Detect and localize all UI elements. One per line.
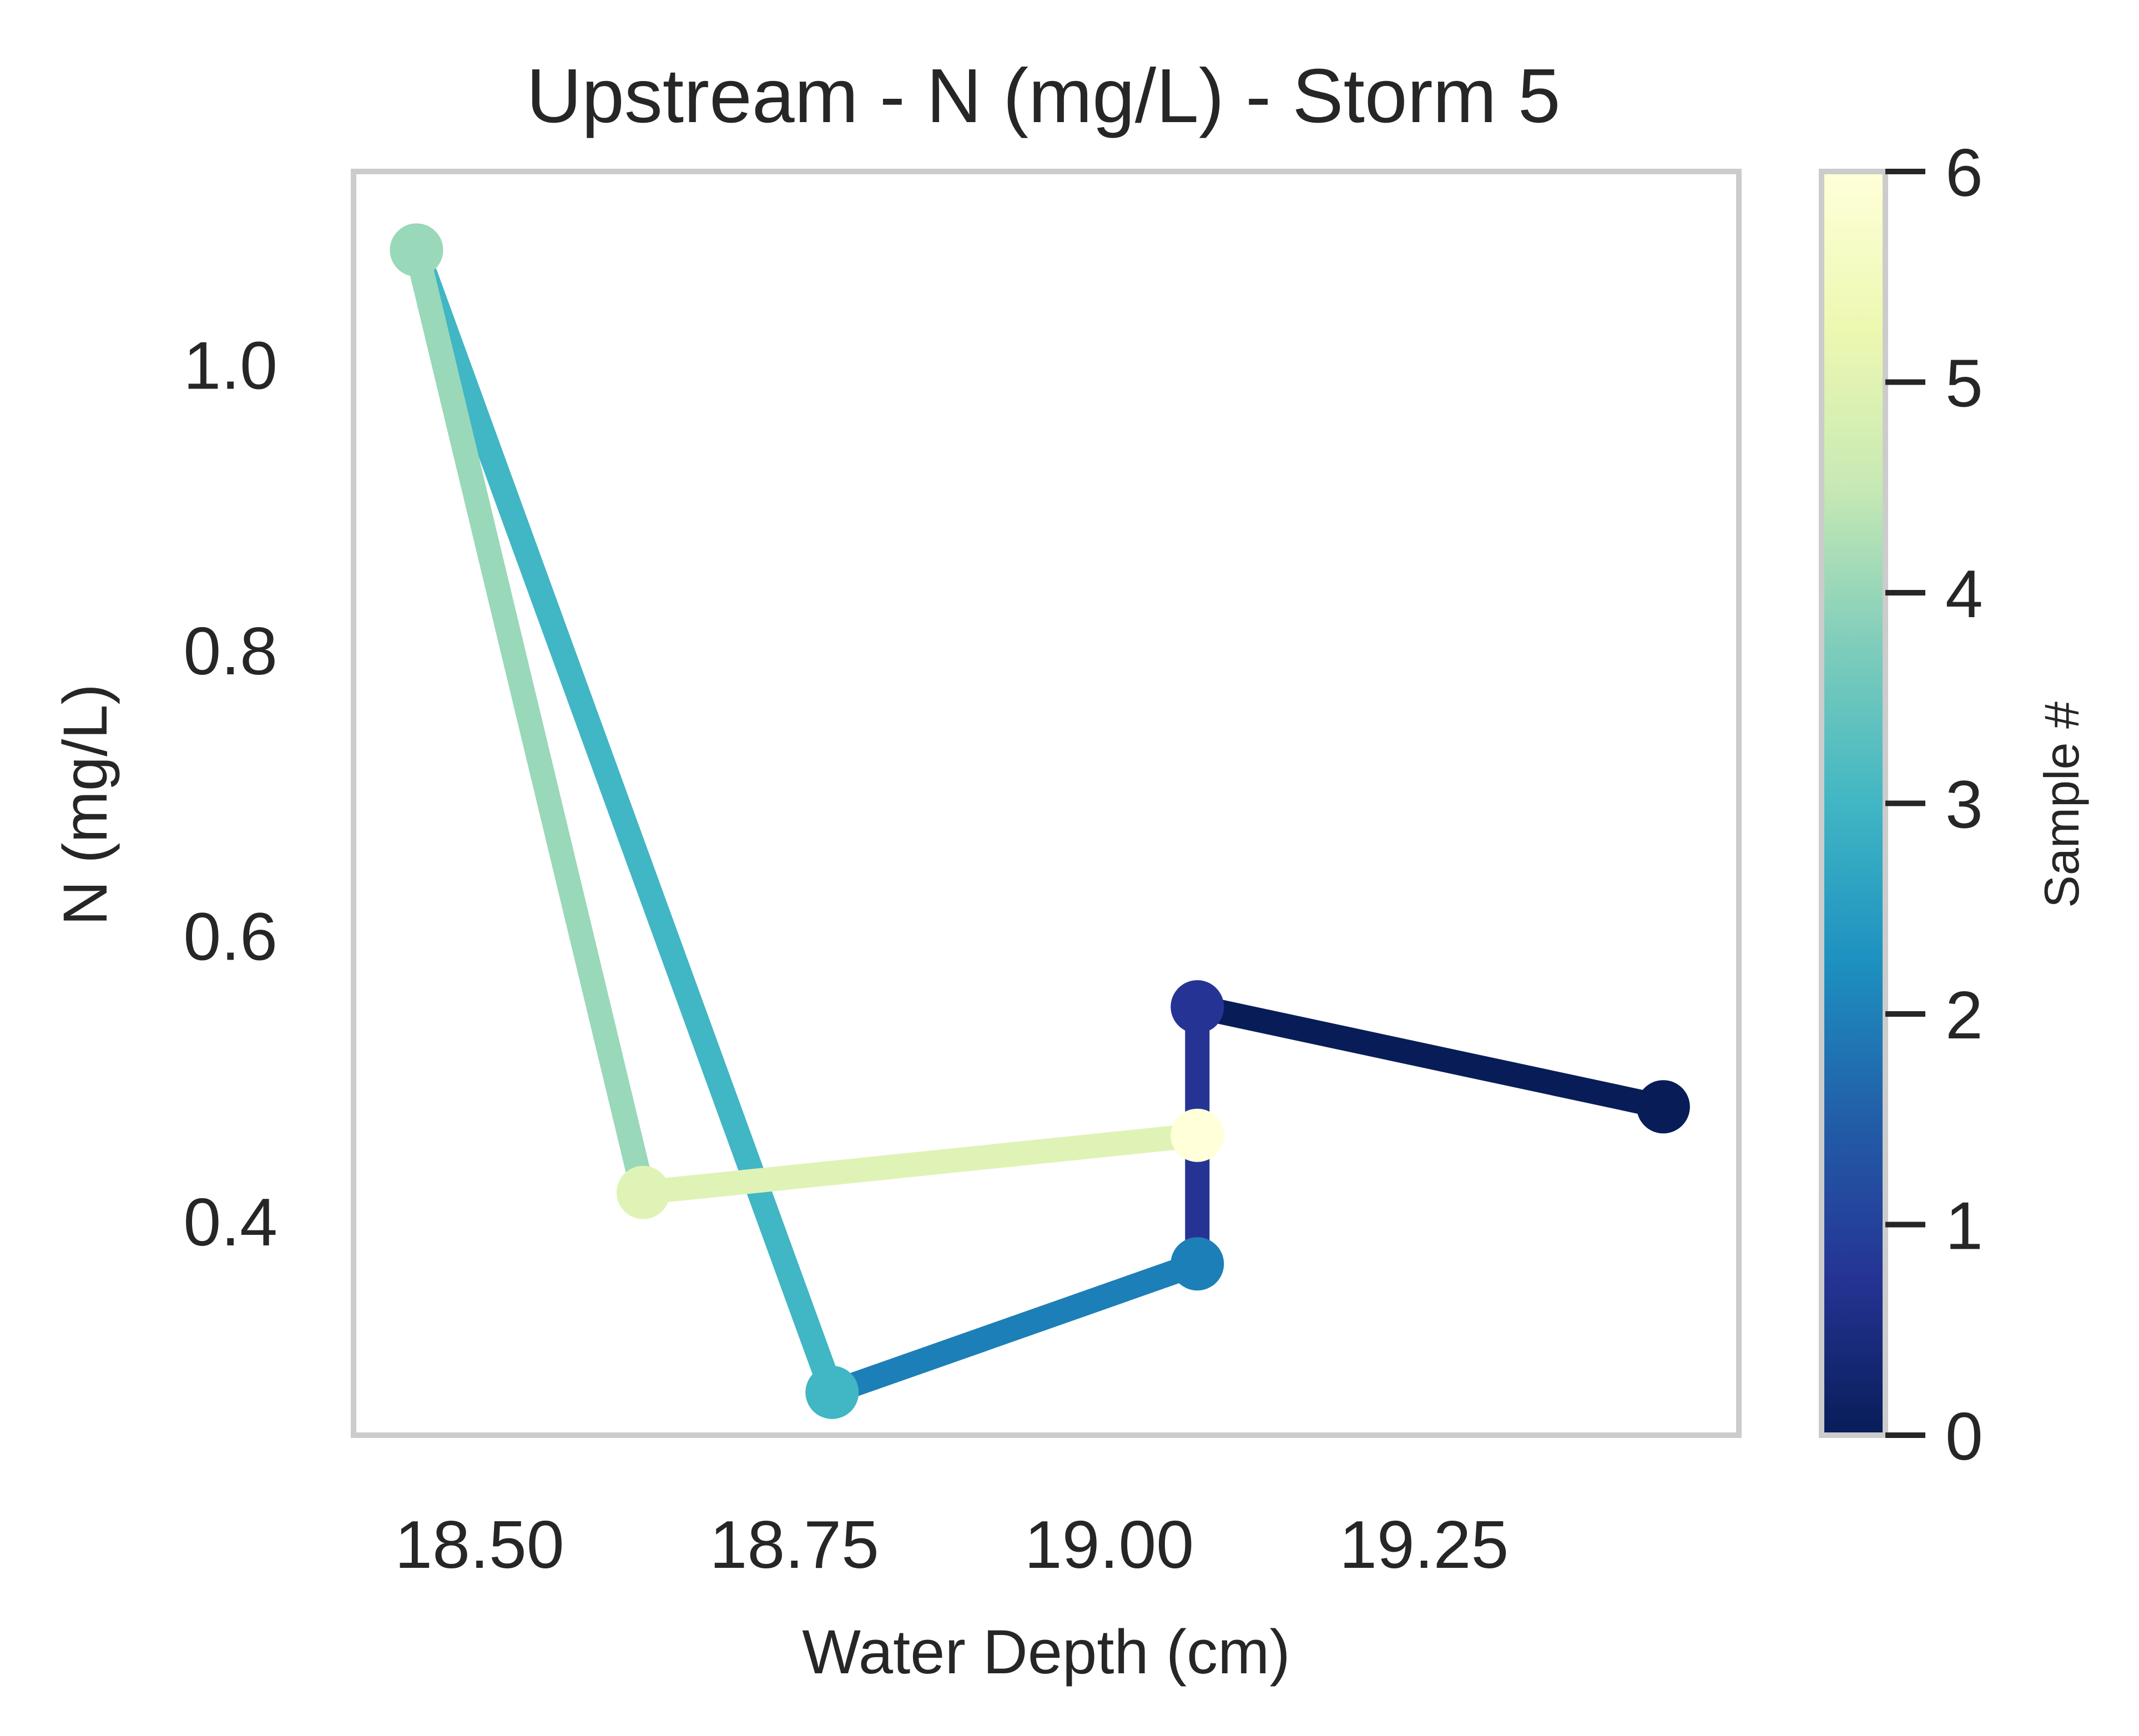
colorbar-tick-label: 2: [1945, 977, 1983, 1053]
colorbar-tick-label: 6: [1945, 135, 1983, 210]
data-point-sample-3: [805, 1365, 859, 1419]
data-point-sample-1: [1171, 980, 1224, 1034]
y-tick-label: 0.8: [183, 613, 278, 689]
data-point-sample-4: [390, 223, 443, 277]
x-tick-label: 19.00: [1025, 1507, 1194, 1582]
colorbar: [1819, 169, 1888, 1438]
chart-title: Upstream - N (mg/L) - Storm 5: [526, 53, 1560, 139]
colorbar-tick-label: 3: [1945, 767, 1983, 842]
data-point-sample-5: [616, 1165, 670, 1219]
x-axis-ticks: 18.50 18.75 19.00 19.25: [395, 1507, 1509, 1582]
y-tick-label: 1.0: [183, 327, 278, 403]
y-tick-label: 0.4: [183, 1184, 278, 1260]
colorbar-tick-label: 0: [1945, 1399, 1983, 1474]
colorbar-ticks: 0 1 2 3 4 5 6: [1885, 135, 1983, 1474]
colorbar-label: Sample #: [2034, 702, 2089, 908]
series-segment-0: [1194, 995, 1666, 1119]
series-segment-2: [828, 1252, 1202, 1404]
x-axis-label: Water Depth (cm): [802, 1617, 1290, 1687]
y-tick-label: 0.6: [183, 899, 278, 974]
x-tick-label: 18.75: [710, 1507, 879, 1582]
x-tick-label: 18.50: [395, 1507, 564, 1582]
series-points: [390, 223, 1690, 1419]
data-point-sample-0: [1636, 1080, 1690, 1134]
colorbar-tick-label: 5: [1945, 346, 1983, 421]
colorbar-tick-label: 1: [1945, 1188, 1983, 1264]
data-point-sample-2: [1171, 1237, 1224, 1291]
y-axis-ticks: 0.4 0.6 0.8 1.0: [183, 327, 278, 1260]
colorbar-tick-label: 4: [1945, 556, 1983, 632]
plot-frame: [351, 169, 1742, 1438]
series-segment-4: [405, 247, 655, 1195]
series-segment-5: [642, 1123, 1199, 1205]
x-tick-label: 19.25: [1339, 1507, 1509, 1582]
series-segment-3: [405, 245, 844, 1397]
data-point-sample-6: [1171, 1108, 1224, 1162]
series-segments: [405, 245, 1666, 1404]
y-axis-label: N (mg/L): [51, 684, 120, 926]
